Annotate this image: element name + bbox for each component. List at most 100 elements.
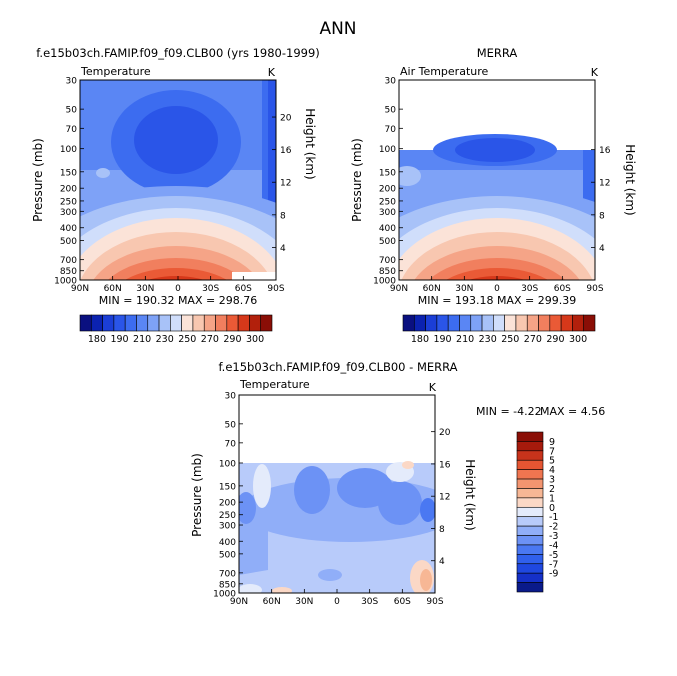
- y-tick-label: 300: [219, 522, 236, 532]
- colorbar-swatch: [516, 469, 544, 480]
- colorbar-tick-label: -7: [549, 559, 558, 570]
- colorbar-swatch: [572, 314, 585, 332]
- colorbar-tick-label: 250: [501, 334, 519, 345]
- panel-diff-y2label: Height (km): [463, 459, 477, 530]
- x-tick-label: 0: [494, 284, 500, 294]
- colorbar-tick-label: 1: [549, 493, 555, 504]
- y-tick-label: 150: [379, 168, 396, 178]
- colorbar-swatch: [516, 572, 544, 583]
- colorbar-tick-label: -9: [549, 569, 558, 580]
- y-tick-label: 250: [60, 197, 77, 207]
- colorbar-swatch: [516, 554, 544, 565]
- y-tick-label: 250: [219, 511, 236, 521]
- colorbar-swatch: [516, 535, 544, 546]
- y2-tick-label: 16: [599, 146, 611, 156]
- colorbar-tick-label: 290: [546, 334, 564, 345]
- colorbar-swatch: [249, 314, 262, 332]
- x-tick-label: 0: [175, 284, 181, 294]
- y2-tick-label: 12: [439, 493, 450, 503]
- y-tick-label: 850: [60, 267, 77, 277]
- colorbar-swatch: [113, 314, 126, 332]
- colorbar-tick-label: -1: [549, 512, 558, 523]
- colorbar-tick-label: 300: [569, 334, 587, 345]
- y-tick-label: 400: [60, 224, 77, 234]
- page-title: ANN: [319, 19, 356, 39]
- colorbar-swatch: [203, 314, 216, 332]
- colorbar-swatch: [515, 314, 528, 332]
- y-tick-label: 300: [379, 208, 396, 218]
- x-tick-label: 90S: [267, 284, 284, 294]
- y-tick-label: 850: [219, 580, 236, 590]
- colorbar-tick-label: -2: [549, 522, 558, 533]
- colorbar-tick-label: 180: [411, 334, 429, 345]
- colorbar-swatch: [158, 314, 171, 332]
- x-tick-label: 0: [334, 597, 340, 607]
- colorbar-swatch: [260, 314, 273, 332]
- colorbar-swatch: [560, 314, 573, 332]
- colorbar-tick-label: -5: [549, 550, 558, 561]
- colorbar-tick-label: 7: [549, 446, 555, 457]
- x-tick-label: 60N: [423, 284, 441, 294]
- colorbar-swatch: [402, 314, 415, 332]
- y-tick-label: 30: [385, 77, 397, 87]
- panel-model-heatmap: [80, 80, 276, 280]
- colorbar-swatch: [425, 314, 438, 332]
- colorbar-tick-label: 9: [549, 437, 555, 448]
- colorbar-swatch: [90, 314, 103, 332]
- y-tick-label: 100: [219, 459, 236, 469]
- y2-tick-label: 12: [599, 179, 610, 189]
- y-tick-label: 700: [379, 256, 396, 266]
- colorbar-swatch: [447, 314, 460, 332]
- y-tick-label: 1000: [213, 590, 236, 600]
- colorbar-swatch: [504, 314, 517, 332]
- panel-model-y2label: Height (km): [303, 108, 317, 179]
- x-tick-label: 30S: [202, 284, 219, 294]
- panel-model-stats: MIN = 190.32 MAX = 298.76: [99, 294, 257, 307]
- y-tick-label: 300: [60, 208, 77, 218]
- x-tick-label: 30N: [455, 284, 473, 294]
- panel-model-ylabel: Pressure (mb): [31, 138, 45, 222]
- colorbar-swatch: [215, 314, 228, 332]
- y2-tick-label: 16: [280, 146, 292, 156]
- colorbar-tick-label: 5: [549, 456, 555, 467]
- colorbar-swatch: [413, 314, 426, 332]
- colorbar-swatch: [147, 314, 160, 332]
- colorbar-swatch: [516, 516, 544, 527]
- y-tick-label: 700: [219, 569, 236, 579]
- colorbar-swatch: [516, 582, 544, 593]
- panel-merra-ylabel: Pressure (mb): [350, 138, 364, 222]
- y2-tick-label: 8: [599, 211, 605, 221]
- x-tick-label: 30S: [521, 284, 538, 294]
- colorbar-tick-label: 190: [433, 334, 451, 345]
- x-tick-label: 60N: [104, 284, 122, 294]
- panel-model-variable: Temperature: [80, 65, 151, 78]
- y-tick-label: 200: [379, 185, 396, 195]
- panel-diff-variable: Temperature: [239, 378, 310, 391]
- colorbar-swatch: [192, 314, 205, 332]
- colorbar-tick-label: 2: [549, 484, 555, 495]
- y-tick-label: 30: [66, 77, 78, 87]
- colorbar-swatch: [549, 314, 562, 332]
- colorbar-swatch: [516, 431, 544, 442]
- panel-merra-heatmap: [399, 134, 595, 280]
- y-tick-label: 200: [60, 185, 77, 195]
- y-tick-label: 30: [225, 392, 237, 402]
- colorbar-swatch: [124, 314, 137, 332]
- y-tick-label: 500: [219, 550, 236, 560]
- x-tick-label: 30N: [136, 284, 154, 294]
- panel-diff-stats-max: MAX = 4.56: [540, 405, 605, 418]
- colorbar-swatch: [470, 314, 483, 332]
- y-tick-label: 1000: [373, 277, 396, 287]
- panel-model: f.e15b03ch.FAMIP.f09_f09.CLB00 (yrs 1980…: [31, 46, 320, 345]
- x-tick-label: 60S: [554, 284, 571, 294]
- panel-difference: f.e15b03ch.FAMIP.f09_f09.CLB00 - MERRA T…: [190, 360, 605, 607]
- y-tick-label: 1000: [54, 277, 77, 287]
- colorbar-swatch: [516, 497, 544, 508]
- colorbar-tick-label: 290: [223, 334, 241, 345]
- y-tick-label: 200: [219, 499, 236, 509]
- panel-model-colorbar: 180 190 210 230 250 270 290 300: [79, 314, 273, 345]
- y2-tick-label: 20: [439, 428, 451, 438]
- y-tick-label: 70: [225, 439, 237, 449]
- y-tick-label: 500: [379, 237, 396, 247]
